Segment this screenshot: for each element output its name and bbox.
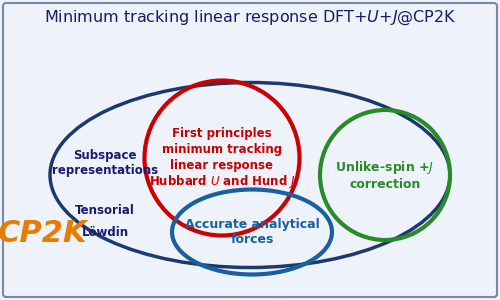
Text: Unlike-spin +$\it{J}$
correction: Unlike-spin +$\it{J}$ correction bbox=[336, 159, 434, 191]
FancyBboxPatch shape bbox=[3, 3, 497, 297]
Text: Subspace
representations: Subspace representations bbox=[52, 149, 158, 177]
Text: Minimum tracking linear response DFT+$\it{U}$+$\it{J}$@CP2K: Minimum tracking linear response DFT+$\i… bbox=[44, 9, 457, 27]
Text: Accurate analytical
forces: Accurate analytical forces bbox=[184, 218, 320, 246]
Text: CP2K: CP2K bbox=[0, 220, 88, 248]
Text: Löwdin: Löwdin bbox=[82, 226, 128, 238]
Text: minimum tracking: minimum tracking bbox=[162, 143, 282, 157]
Text: Hubbard $\it{U}$ and Hund $\it{J}$: Hubbard $\it{U}$ and Hund $\it{J}$ bbox=[148, 173, 296, 190]
Text: First principles: First principles bbox=[172, 128, 272, 140]
Text: linear response: linear response bbox=[170, 160, 274, 172]
Text: Tensorial: Tensorial bbox=[75, 203, 135, 217]
